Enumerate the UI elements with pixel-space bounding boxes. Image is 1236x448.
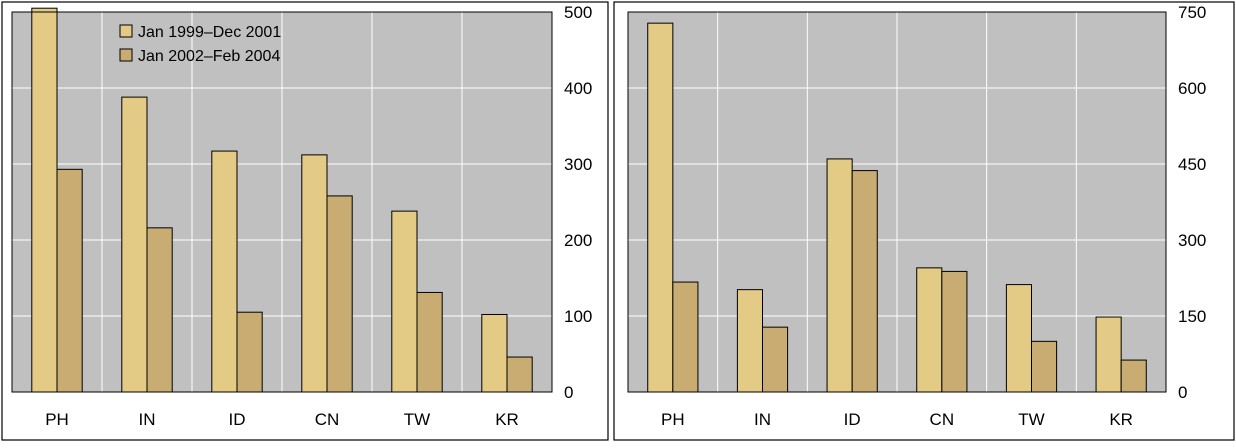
bar-cn-series-1 [916, 267, 943, 393]
bar-id-series-2 [236, 311, 263, 393]
y-tick-label: 150 [1178, 307, 1206, 326]
bar-in-series-1 [736, 289, 763, 393]
bar-in-series-2 [146, 227, 173, 393]
x-tick-label: ID [229, 410, 246, 429]
bar-tw-series-2 [416, 291, 443, 393]
bar-in-series-1 [121, 96, 148, 393]
x-tick-label: IN [139, 410, 156, 429]
bar-kr-series-2 [506, 356, 533, 393]
x-tick-label: CN [930, 410, 955, 429]
plot-border [627, 11, 1167, 393]
x-tick-label: IN [754, 410, 771, 429]
x-tick-label: PH [45, 410, 69, 429]
y-tick-label: 0 [564, 383, 573, 402]
legend-label-series-1: Jan 1999–Dec 2001 [138, 24, 281, 41]
bar-cn-series-1 [301, 154, 328, 393]
x-tick-label: ID [844, 410, 861, 429]
bar-kr-series-1 [1095, 316, 1122, 393]
x-tick-label: PH [661, 410, 685, 429]
plot-border [11, 11, 553, 393]
bar-id-series-1 [826, 158, 853, 393]
x-tick-label: TW [1018, 410, 1044, 429]
x-tick-label: TW [404, 410, 430, 429]
bar-id-series-1 [211, 150, 238, 393]
x-tick-label: KR [1109, 410, 1133, 429]
bar-id-series-2 [851, 170, 878, 393]
bar-in-series-2 [762, 326, 789, 393]
y-tick-label: 300 [1178, 231, 1206, 250]
y-tick-label: 450 [1178, 155, 1206, 174]
bar-tw-series-1 [391, 210, 418, 393]
y-tick-label: 300 [564, 155, 592, 174]
bar-tw-series-2 [1031, 340, 1058, 393]
bar-kr-series-2 [1120, 359, 1147, 393]
right-chart-panel: 0 150 300 450 600 750 PH IN ID CN TW KR [613, 1, 1235, 441]
bar-ph-series-2 [672, 281, 699, 393]
bar-cn-series-2 [326, 195, 353, 393]
y-tick-label: 600 [1178, 79, 1206, 98]
bar-kr-series-1 [481, 313, 508, 393]
bar-cn-series-2 [941, 270, 968, 393]
y-tick-label: 400 [564, 79, 592, 98]
y-tick-label: 750 [1178, 3, 1206, 22]
y-tick-label: 500 [564, 3, 592, 22]
legend-swatch-series-2 [119, 48, 133, 62]
x-tick-label: CN [315, 410, 340, 429]
bar-ph-series-2 [56, 168, 83, 393]
y-tick-label: 100 [564, 307, 592, 326]
y-tick-label: 0 [1178, 383, 1187, 402]
left-chart-panel: 0 100 200 300 400 500 PH IN ID CN TW KR Jan 1999–Dec… [1, 1, 609, 441]
y-tick-label: 200 [564, 231, 592, 250]
legend: Jan 1999–Dec 2001 Jan 2002–Feb 2004 [119, 24, 281, 65]
x-tick-label: KR [495, 410, 519, 429]
legend-label-series-2: Jan 2002–Feb 2004 [138, 48, 280, 65]
bar-tw-series-1 [1005, 284, 1032, 393]
legend-swatch-series-1 [119, 24, 133, 38]
bar-ph-series-1 [31, 7, 58, 393]
bar-ph-series-1 [647, 22, 674, 393]
